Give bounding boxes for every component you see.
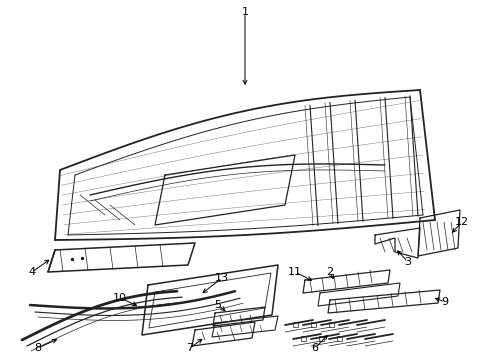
Text: 4: 4	[28, 267, 36, 277]
Bar	[336, 336, 341, 341]
Text: 3: 3	[404, 257, 411, 267]
Bar	[301, 336, 305, 341]
Text: 1: 1	[241, 7, 248, 17]
Bar	[318, 336, 324, 341]
Text: 10: 10	[113, 293, 127, 303]
Bar	[310, 322, 315, 327]
Bar	[328, 322, 333, 327]
Text: 11: 11	[287, 267, 302, 277]
Text: 5: 5	[214, 300, 221, 310]
Text: 9: 9	[441, 297, 447, 307]
Text: 12: 12	[454, 217, 468, 227]
Text: 7: 7	[186, 343, 193, 353]
Text: 8: 8	[34, 343, 41, 353]
Text: 2: 2	[326, 267, 333, 277]
Text: 13: 13	[215, 273, 228, 283]
Bar	[292, 322, 297, 327]
Text: 6: 6	[311, 343, 318, 353]
